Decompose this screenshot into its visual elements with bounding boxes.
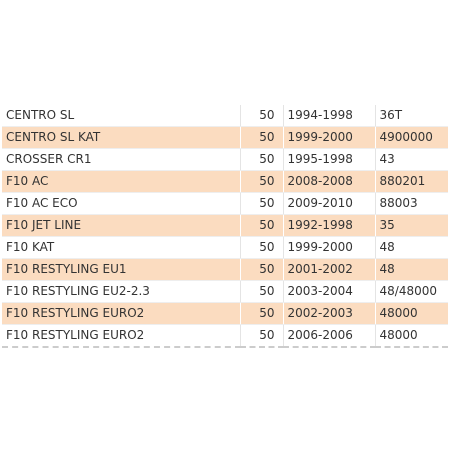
model-cell: CENTRO SL KAT	[2, 126, 241, 149]
displacement-cell: 50	[240, 105, 284, 127]
years-cell: 2001-2002	[283, 258, 376, 281]
years-cell: 2009-2010	[283, 192, 376, 215]
table-row: F10 AC ECO 50 2009-2010 88003	[2, 192, 448, 215]
model-cell: F10 RESTYLING EURO2	[2, 302, 241, 325]
years-cell: 1995-1998	[283, 148, 376, 171]
table-row: F10 AC 50 2008-2008 880201	[2, 170, 448, 193]
displacement-cell: 50	[240, 258, 284, 281]
code-cell: 880201	[375, 170, 448, 193]
table-row: CENTRO SL KAT 50 1999-2000 4900000	[2, 126, 448, 149]
displacement-cell: 50	[240, 192, 284, 215]
table-row: CENTRO SL 50 1994-1998 36T	[2, 105, 448, 127]
table-row: F10 RESTYLING EU1 50 2001-2002 48	[2, 258, 448, 281]
years-cell: 2002-2003	[283, 302, 376, 325]
displacement-cell: 50	[240, 324, 284, 348]
model-cell: F10 RESTYLING EU1	[2, 258, 241, 281]
table-row: CROSSER CR1 50 1995-1998 43	[2, 148, 448, 171]
model-cell: CROSSER CR1	[2, 148, 241, 171]
years-cell: 2006-2006	[283, 324, 376, 348]
years-cell: 1999-2000	[283, 236, 376, 259]
model-cell: F10 AC	[2, 170, 241, 193]
code-cell: 48000	[375, 324, 448, 348]
displacement-cell: 50	[240, 214, 284, 237]
displacement-cell: 50	[240, 302, 284, 325]
code-cell: 48	[375, 236, 448, 259]
displacement-cell: 50	[240, 148, 284, 171]
years-cell: 1992-1998	[283, 214, 376, 237]
model-cell: CENTRO SL	[2, 105, 241, 127]
model-cell: F10 RESTYLING EU2-2.3	[2, 280, 241, 303]
data-table: CENTRO SL 50 1994-1998 36T CENTRO SL KAT 50 19…	[2, 105, 448, 348]
table-row: F10 RESTYLING EURO2 50 2006-2006 48000	[2, 324, 448, 348]
table-row: F10 RESTYLING EURO2 50 2002-2003 48000	[2, 302, 448, 325]
table-row: F10 KAT 50 1999-2000 48	[2, 236, 448, 259]
model-cell: F10 RESTYLING EURO2	[2, 324, 241, 348]
displacement-cell: 50	[240, 236, 284, 259]
years-cell: 1994-1998	[283, 105, 376, 127]
displacement-cell: 50	[240, 280, 284, 303]
code-cell: 48000	[375, 302, 448, 325]
code-cell: 36T	[375, 105, 448, 127]
model-cell: F10 AC ECO	[2, 192, 241, 215]
code-cell: 88003	[375, 192, 448, 215]
model-cell: F10 KAT	[2, 236, 241, 259]
code-cell: 4900000	[375, 126, 448, 149]
table-body: CENTRO SL 50 1994-1998 36T CENTRO SL KAT 50 19…	[2, 105, 448, 348]
code-cell: 43	[375, 148, 448, 171]
years-cell: 2003-2004	[283, 280, 376, 303]
code-cell: 48/48000	[375, 280, 448, 303]
displacement-cell: 50	[240, 126, 284, 149]
displacement-cell: 50	[240, 170, 284, 193]
table-row: F10 JET LINE 50 1992-1998 35	[2, 214, 448, 237]
model-cell: F10 JET LINE	[2, 214, 241, 237]
years-cell: 2008-2008	[283, 170, 376, 193]
code-cell: 35	[375, 214, 448, 237]
code-cell: 48	[375, 258, 448, 281]
years-cell: 1999-2000	[283, 126, 376, 149]
table-row: F10 RESTYLING EU2-2.3 50 2003-2004 48/48000	[2, 280, 448, 303]
